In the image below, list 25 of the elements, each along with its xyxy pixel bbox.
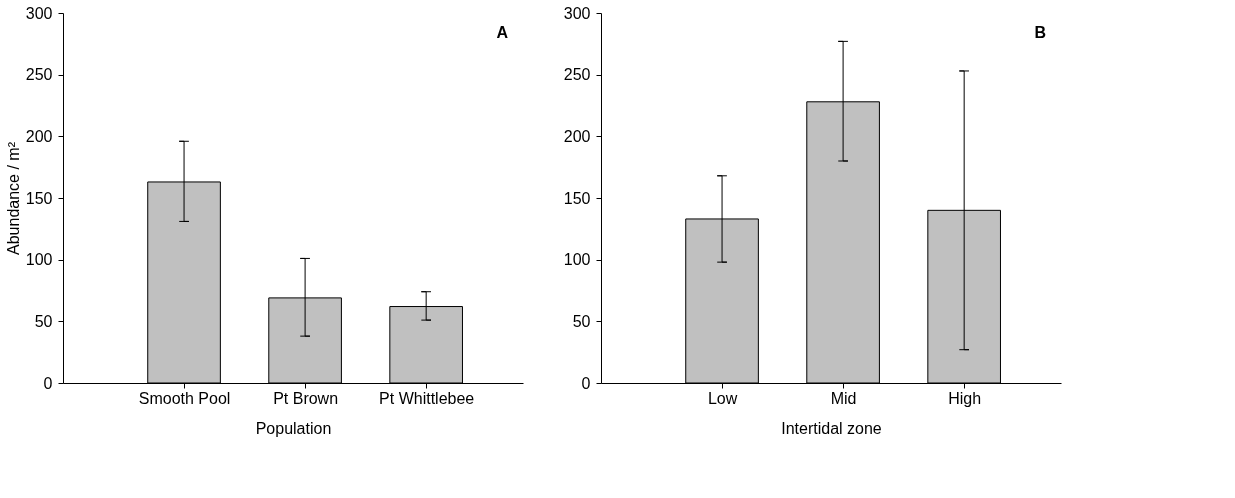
x-tick-label: Mid <box>830 389 857 407</box>
x-axis-title: Population <box>255 419 332 437</box>
y-tick-label: 250 <box>25 66 53 84</box>
y-tick-label: 300 <box>25 4 53 22</box>
annotation: B <box>1034 24 1046 41</box>
x-tick-label: Smooth Pool <box>138 389 231 407</box>
x-tick-label: High <box>948 389 982 407</box>
y-tick-label: 0 <box>581 374 591 392</box>
y-tick-label: 200 <box>25 127 53 145</box>
y-tick-label: 0 <box>43 374 53 392</box>
y-tick-label: 100 <box>25 251 53 269</box>
y-tick-label: 300 <box>563 4 591 22</box>
y-tick-label: 50 <box>572 312 591 330</box>
y-tick-label: 150 <box>25 189 53 207</box>
y-tick-label: 150 <box>563 189 591 207</box>
y-tick-label: 50 <box>34 312 53 330</box>
y-tick-label: 200 <box>563 127 591 145</box>
y-tick-label: 100 <box>563 251 591 269</box>
y-tick-label: 250 <box>563 66 591 84</box>
x-axis-title: Intertidal zone <box>781 419 882 437</box>
x-tick-label: Low <box>707 389 738 407</box>
x-tick-label: Pt Brown <box>273 389 339 407</box>
y-axis-title: Abundance / m² <box>4 141 22 255</box>
annotation: A <box>496 24 509 41</box>
x-tick-label: Pt Whittlebee <box>379 389 475 407</box>
